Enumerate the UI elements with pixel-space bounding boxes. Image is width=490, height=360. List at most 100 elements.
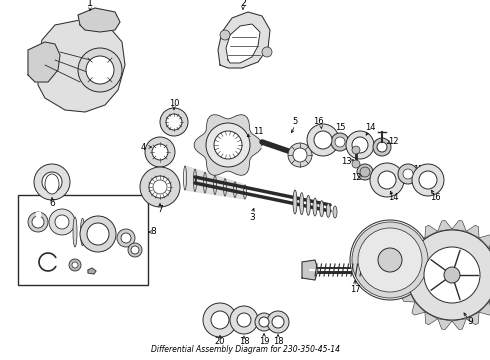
Circle shape bbox=[117, 229, 135, 247]
Circle shape bbox=[131, 246, 139, 254]
Circle shape bbox=[203, 303, 237, 337]
Circle shape bbox=[80, 216, 116, 252]
Text: 10: 10 bbox=[169, 99, 179, 108]
Polygon shape bbox=[397, 275, 408, 289]
Ellipse shape bbox=[73, 217, 77, 247]
Text: 8: 8 bbox=[150, 228, 156, 237]
Circle shape bbox=[86, 56, 114, 84]
Circle shape bbox=[419, 171, 437, 189]
Ellipse shape bbox=[326, 203, 330, 217]
Circle shape bbox=[352, 160, 360, 168]
Text: 18: 18 bbox=[239, 338, 249, 346]
Polygon shape bbox=[466, 312, 479, 325]
Ellipse shape bbox=[80, 218, 84, 246]
Ellipse shape bbox=[300, 193, 304, 215]
Text: 9: 9 bbox=[467, 318, 473, 327]
Text: 4: 4 bbox=[140, 143, 146, 152]
Circle shape bbox=[352, 146, 360, 154]
Circle shape bbox=[87, 223, 109, 245]
Polygon shape bbox=[38, 20, 125, 112]
Ellipse shape bbox=[88, 220, 92, 244]
Polygon shape bbox=[466, 225, 479, 238]
Ellipse shape bbox=[306, 195, 310, 215]
Polygon shape bbox=[195, 169, 205, 193]
Polygon shape bbox=[205, 172, 215, 194]
Circle shape bbox=[32, 216, 44, 228]
Text: 20: 20 bbox=[215, 338, 225, 346]
Circle shape bbox=[128, 243, 142, 257]
Circle shape bbox=[237, 313, 251, 327]
Polygon shape bbox=[479, 302, 490, 315]
Polygon shape bbox=[402, 248, 415, 261]
Circle shape bbox=[145, 137, 175, 167]
Polygon shape bbox=[235, 182, 245, 199]
Polygon shape bbox=[397, 261, 408, 275]
Circle shape bbox=[69, 259, 81, 271]
Circle shape bbox=[293, 148, 307, 162]
Polygon shape bbox=[438, 220, 452, 231]
Circle shape bbox=[331, 133, 349, 151]
Circle shape bbox=[377, 142, 387, 152]
Circle shape bbox=[335, 137, 345, 147]
Circle shape bbox=[259, 317, 269, 327]
Ellipse shape bbox=[333, 206, 337, 218]
Polygon shape bbox=[479, 235, 490, 248]
Polygon shape bbox=[438, 319, 452, 329]
Circle shape bbox=[152, 144, 168, 160]
Circle shape bbox=[42, 172, 62, 192]
Text: 11: 11 bbox=[253, 127, 263, 136]
Circle shape bbox=[314, 131, 332, 149]
Text: 16: 16 bbox=[313, 117, 323, 126]
Text: 6: 6 bbox=[49, 199, 55, 208]
Circle shape bbox=[230, 306, 258, 334]
Circle shape bbox=[358, 228, 422, 292]
Circle shape bbox=[72, 262, 78, 268]
Text: 14: 14 bbox=[388, 194, 398, 202]
Text: 3: 3 bbox=[249, 212, 255, 221]
Circle shape bbox=[288, 143, 312, 167]
Circle shape bbox=[206, 123, 250, 167]
Circle shape bbox=[267, 311, 289, 333]
Polygon shape bbox=[218, 12, 270, 68]
Circle shape bbox=[361, 168, 369, 176]
Circle shape bbox=[49, 209, 75, 235]
Polygon shape bbox=[225, 179, 235, 198]
Polygon shape bbox=[185, 166, 195, 192]
Ellipse shape bbox=[293, 190, 297, 214]
Polygon shape bbox=[302, 260, 318, 280]
Polygon shape bbox=[425, 225, 438, 238]
Text: 18: 18 bbox=[273, 338, 283, 346]
Circle shape bbox=[160, 108, 188, 136]
Text: 16: 16 bbox=[430, 194, 441, 202]
Polygon shape bbox=[425, 312, 438, 325]
Circle shape bbox=[403, 169, 413, 179]
Text: 15: 15 bbox=[335, 123, 345, 132]
Ellipse shape bbox=[96, 221, 99, 243]
Text: 15: 15 bbox=[413, 166, 423, 175]
Text: 7: 7 bbox=[157, 206, 163, 215]
Circle shape bbox=[444, 267, 460, 283]
Circle shape bbox=[220, 30, 230, 40]
Circle shape bbox=[307, 124, 339, 156]
Circle shape bbox=[378, 171, 396, 189]
Text: 14: 14 bbox=[365, 123, 375, 132]
Circle shape bbox=[28, 212, 48, 232]
Polygon shape bbox=[452, 220, 466, 231]
Bar bbox=[18, 195, 148, 285]
Text: 19: 19 bbox=[259, 338, 269, 346]
Circle shape bbox=[346, 131, 374, 159]
Polygon shape bbox=[215, 175, 225, 196]
Polygon shape bbox=[412, 302, 425, 315]
Circle shape bbox=[149, 176, 171, 198]
Circle shape bbox=[412, 164, 444, 196]
Ellipse shape bbox=[313, 198, 317, 216]
Circle shape bbox=[370, 163, 404, 197]
Ellipse shape bbox=[103, 222, 107, 242]
Circle shape bbox=[398, 164, 418, 184]
Circle shape bbox=[272, 316, 284, 328]
Circle shape bbox=[362, 232, 418, 288]
Polygon shape bbox=[88, 268, 96, 274]
Polygon shape bbox=[28, 42, 60, 82]
Text: 13: 13 bbox=[341, 158, 351, 166]
Circle shape bbox=[214, 131, 242, 159]
